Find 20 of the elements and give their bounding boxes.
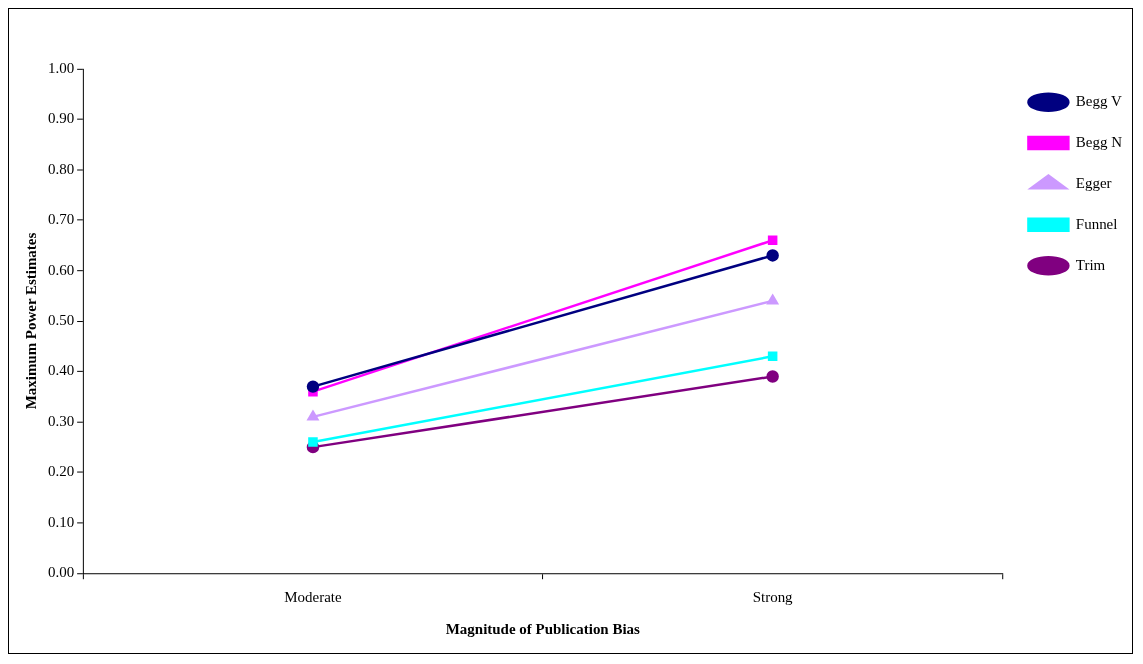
x-tick-label: Moderate — [284, 589, 342, 606]
y-tick-label: 0.70 — [47, 211, 75, 228]
y-tick-label: 0.30 — [47, 412, 75, 429]
y-tick-label: 0.40 — [47, 362, 75, 379]
y-tick-label: 0.80 — [47, 160, 75, 177]
x-axis-title: Magnitude of Publication Bias — [445, 620, 641, 637]
y-tick-label: 0.00 — [47, 564, 75, 581]
legend-label: Egger — [1075, 174, 1112, 191]
legend-label: Trim — [1075, 256, 1106, 273]
legend-label: Begg V — [1075, 93, 1122, 110]
y-tick-label: 0.60 — [47, 261, 75, 278]
y-tick-label: 0.20 — [47, 463, 75, 480]
y-axis-title: Maximum Power Estimates — [22, 232, 39, 410]
y-tick-label: 0.90 — [47, 110, 75, 127]
y-tick-label: 0.10 — [47, 513, 75, 530]
x-tick-label: Strong — [752, 589, 794, 606]
y-tick-label: 1.00 — [47, 59, 75, 76]
y-tick-label: 0.50 — [47, 311, 75, 328]
legend-label: Begg N — [1075, 134, 1123, 151]
legend-label: Funnel — [1075, 215, 1118, 232]
